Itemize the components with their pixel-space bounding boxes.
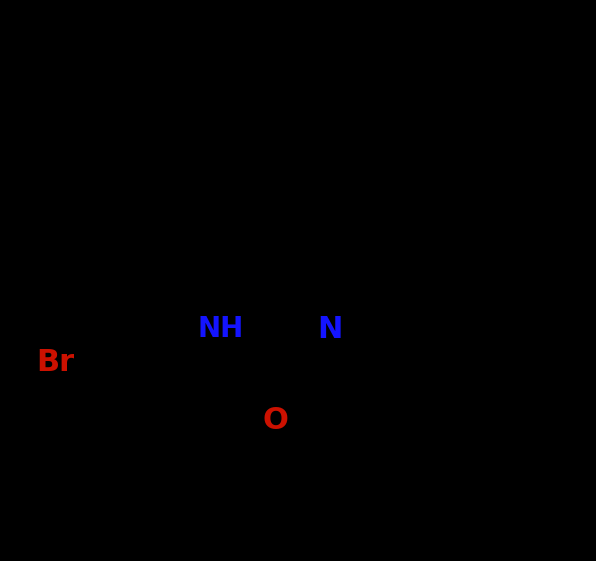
Text: N: N [317, 315, 343, 344]
Text: O: O [263, 406, 288, 435]
Text: Br: Br [36, 348, 74, 377]
Text: NH: NH [198, 315, 244, 343]
